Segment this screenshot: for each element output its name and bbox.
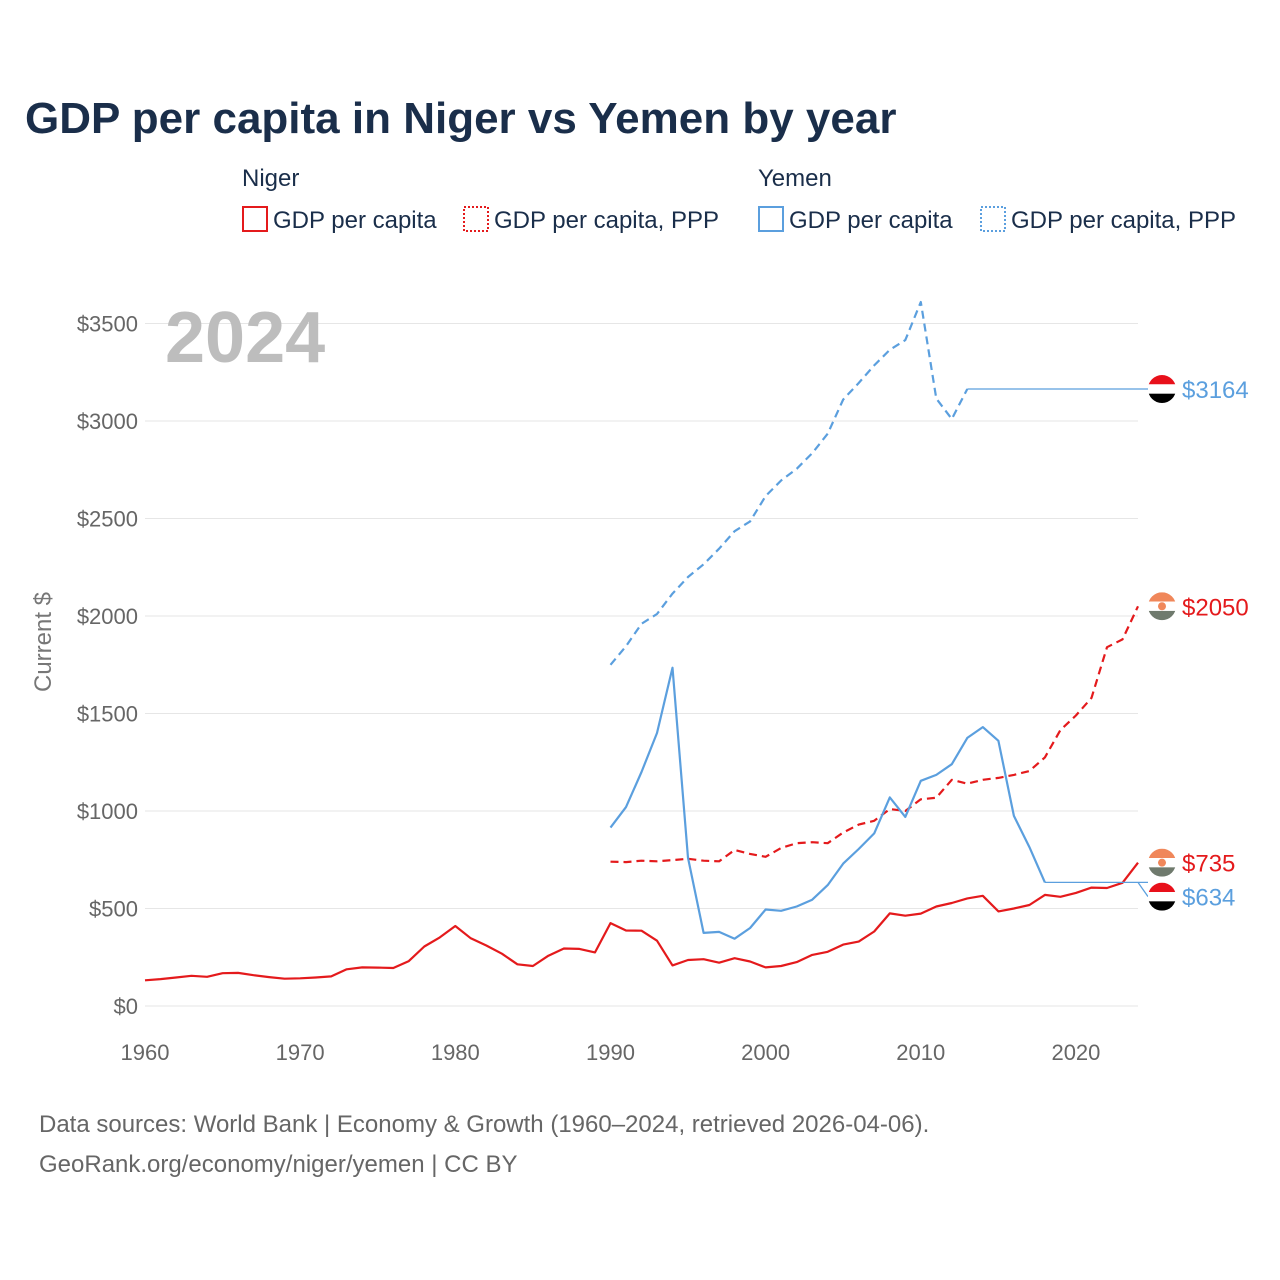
legend-swatch-yemen-gdp <box>758 206 784 232</box>
flag-bands <box>1148 848 1176 877</box>
y-tick-label: $2000 <box>77 604 138 629</box>
chart-title: GDP per capita in Niger vs Yemen by year <box>25 94 896 143</box>
legend-item-niger-ppp[interactable]: GDP per capita, PPP <box>494 207 719 234</box>
y-tick-label: $3000 <box>77 409 138 434</box>
x-axis-ticks: 1960 1970 1980 1990 2000 2010 2020 <box>121 1040 1101 1065</box>
flag-band-top <box>1148 882 1176 893</box>
yemen_gdp-label-connector <box>1137 881 1149 898</box>
legend-item-niger-gdp[interactable]: GDP per capita <box>273 207 437 234</box>
legend-group-yemen: Yemen <box>758 165 832 192</box>
flag-band-bottom <box>1148 393 1176 404</box>
y-axis-title: Current $ <box>30 592 57 692</box>
flag-bands <box>1148 882 1176 911</box>
y-tick-label: $500 <box>89 897 138 922</box>
series <box>144 300 1148 982</box>
flag-band-bottom <box>1148 901 1176 911</box>
niger_gdp-line <box>144 862 1139 982</box>
flag-band-top <box>1148 848 1176 859</box>
legend-swatch-niger-ppp <box>463 206 489 232</box>
niger_ppp-line <box>610 605 1139 864</box>
flag-band-middle <box>1148 384 1176 394</box>
flag-bands <box>1148 592 1176 621</box>
yemen_gdp-line <box>609 666 1046 940</box>
y-tick-label: $2500 <box>77 507 138 532</box>
legend-swatch-yemen-ppp <box>980 206 1006 232</box>
legend-item-yemen-ppp[interactable]: GDP per capita, PPP <box>1011 207 1236 234</box>
x-tick-label: 1960 <box>121 1040 170 1065</box>
x-tick-label: 2020 <box>1051 1040 1100 1065</box>
flag-band-middle <box>1148 892 1176 902</box>
legend-item-yemen-gdp[interactable]: GDP per capita <box>789 207 953 234</box>
end-labels: $3164 $2050 $735 $634 <box>1137 375 1249 912</box>
flag-band-top <box>1148 592 1176 602</box>
footer-credit[interactable]: GeoRank.org/economy/niger/yemen | CC BY <box>39 1151 517 1178</box>
flag-band-bottom <box>1148 867 1176 877</box>
y-axis-ticks: $0 $500 $1000 $1500 $2000 $2500 $3000 $3500 <box>77 312 138 1020</box>
y-tick-label: $0 <box>114 994 138 1019</box>
legend-swatch-niger-gdp <box>242 206 268 232</box>
x-tick-label: 1980 <box>431 1040 480 1065</box>
yemen_ppp-end-label: $3164 <box>1182 377 1249 404</box>
x-tick-label: 1990 <box>586 1040 635 1065</box>
y-tick-label: $1000 <box>77 799 138 824</box>
legend-group-niger: Niger <box>242 165 299 192</box>
niger_ppp-end-label: $2050 <box>1182 594 1249 621</box>
yemen-flag-icon <box>1148 882 1176 911</box>
footer-source: Data sources: World Bank | Economy & Gro… <box>39 1111 929 1138</box>
y-tick-label: $3500 <box>77 312 138 337</box>
flag-band-bottom <box>1148 610 1176 621</box>
niger-flag-icon <box>1148 848 1176 877</box>
flag-band-top <box>1148 375 1176 385</box>
x-tick-label: 2000 <box>741 1040 790 1065</box>
gridlines <box>145 323 1138 1007</box>
year-label: 2024 <box>165 298 325 378</box>
niger-flag-icon <box>1148 592 1176 621</box>
niger_gdp-end-label: $735 <box>1182 851 1235 878</box>
flag-bands <box>1148 375 1176 404</box>
legend: Niger GDP per capita GDP per capita, PPP… <box>242 165 1236 234</box>
flag-sun <box>1158 858 1166 867</box>
x-tick-label: 2010 <box>896 1040 945 1065</box>
x-tick-label: 1970 <box>276 1040 325 1065</box>
yemen_gdp-end-label: $634 <box>1182 885 1235 912</box>
yemen_ppp-line <box>609 300 969 666</box>
yemen-flag-icon <box>1148 375 1176 404</box>
y-tick-label: $1500 <box>77 702 138 727</box>
flag-sun <box>1158 602 1166 611</box>
